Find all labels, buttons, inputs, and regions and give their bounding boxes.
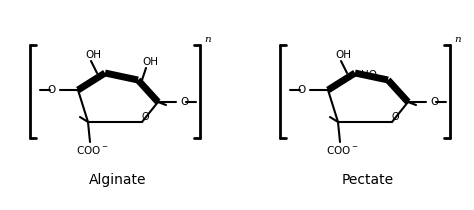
Text: COO$^-$: COO$^-$ [76, 144, 108, 156]
Text: O: O [391, 112, 399, 122]
Text: HO: HO [361, 70, 377, 80]
Text: n: n [204, 34, 210, 43]
Text: O: O [141, 112, 149, 122]
Text: O: O [298, 85, 306, 95]
Text: O: O [48, 85, 56, 95]
Text: Alginate: Alginate [89, 173, 147, 187]
Text: Pectate: Pectate [342, 173, 394, 187]
Text: OH: OH [142, 57, 158, 67]
Text: O: O [180, 97, 188, 107]
Text: OH: OH [335, 50, 351, 60]
Text: n: n [454, 34, 461, 43]
Text: COO$^-$: COO$^-$ [326, 144, 358, 156]
Text: O: O [430, 97, 438, 107]
Text: OH: OH [85, 50, 101, 60]
